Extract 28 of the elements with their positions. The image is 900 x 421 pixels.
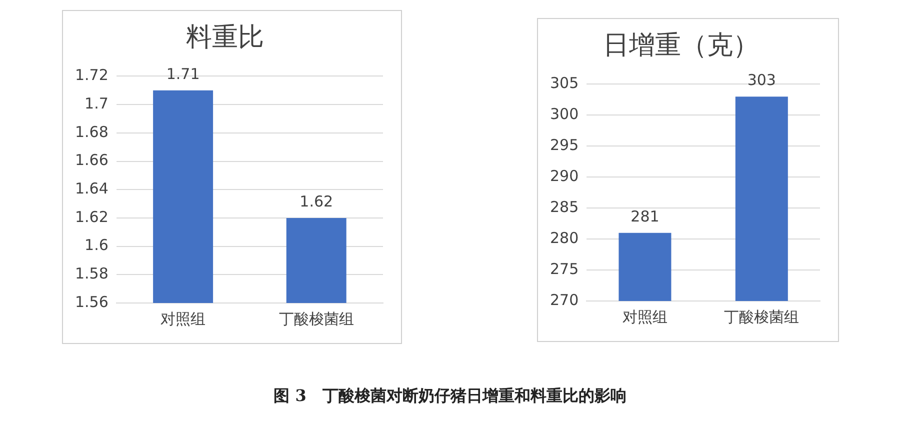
y-tick-label: 300 <box>550 105 579 124</box>
y-tick-label: 290 <box>550 167 579 186</box>
x-tick-label: 丁酸梭菌组 <box>278 310 354 328</box>
y-tick-label: 1.58 <box>74 264 108 283</box>
x-tick-label: 对照组 <box>160 310 206 328</box>
y-tick-label: 285 <box>550 198 579 216</box>
data-label: 1.62 <box>300 192 334 210</box>
y-tick-label: 305 <box>550 74 579 92</box>
y-tick-label: 1.64 <box>74 179 108 198</box>
data-label: 1.71 <box>166 64 200 83</box>
chart-title: 日增重（克） <box>603 30 759 60</box>
y-tick-label: 270 <box>550 290 579 309</box>
y-tick-label: 1.66 <box>74 151 108 170</box>
data-label: 303 <box>747 70 776 89</box>
y-tick-label: 1.68 <box>74 122 108 141</box>
chart-title: 料重比 <box>186 22 264 52</box>
x-tick-label: 丁酸梭菌组 <box>724 308 800 326</box>
y-tick-label: 1.56 <box>74 292 108 311</box>
y-tick-label: 1.7 <box>84 94 108 112</box>
y-tick-label: 280 <box>550 228 579 247</box>
y-tick-label: 1.6 <box>84 236 108 254</box>
caption: 图 3 丁酸梭菌对断奶仔猪日增重和料重比的影响 <box>272 386 628 407</box>
data-label: 281 <box>630 207 660 226</box>
y-tick-label: 275 <box>550 260 579 278</box>
y-tick-label: 1.62 <box>74 208 108 226</box>
x-tick-label: 对照组 <box>622 308 668 326</box>
y-tick-label: 1.72 <box>74 66 108 84</box>
y-tick-label: 295 <box>550 136 579 154</box>
